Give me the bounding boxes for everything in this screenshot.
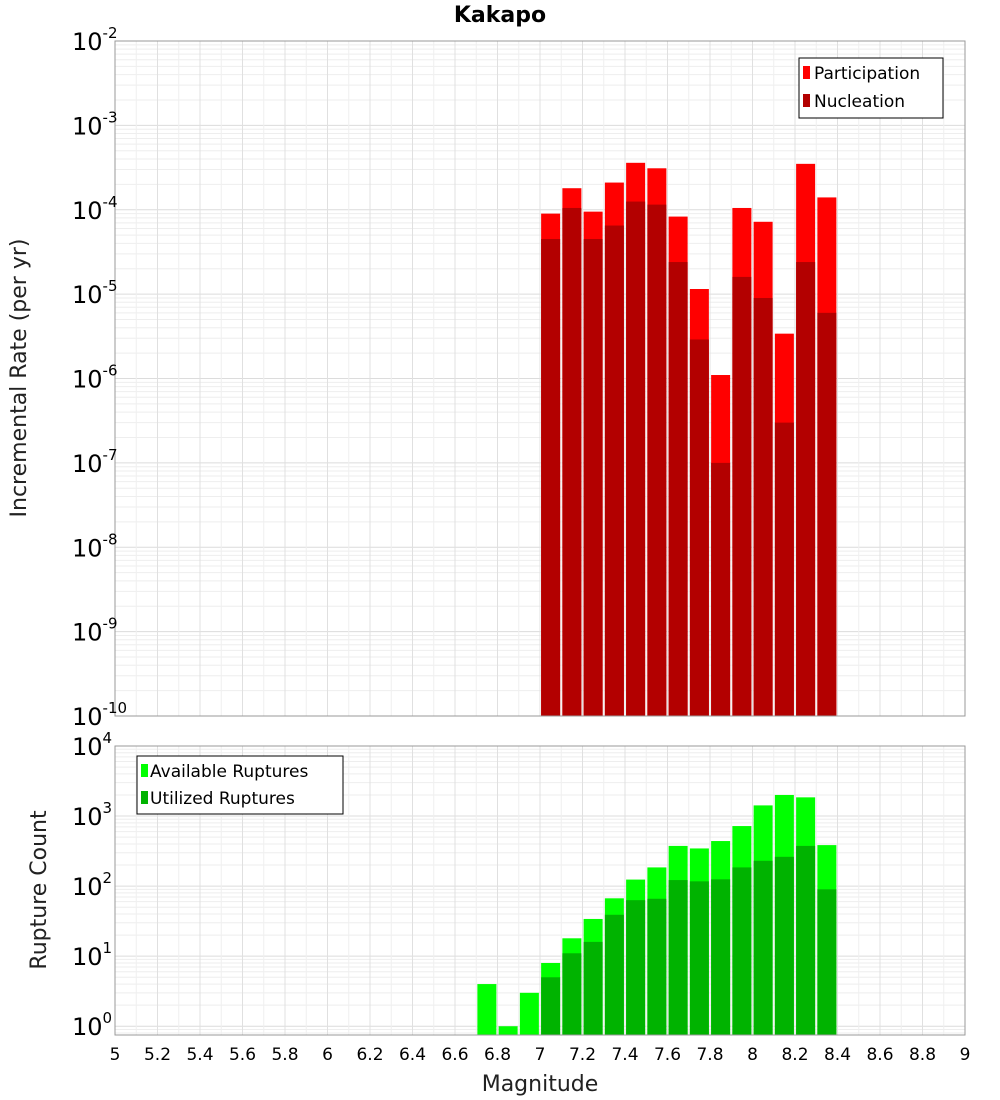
x-tick-label: 8.6 [866,1045,893,1065]
legend-label-utilized: Utilized Ruptures [150,789,295,809]
x-tick-label: 6 [322,1045,333,1065]
utilized-ruptures-bar [626,900,646,1035]
utilized-ruptures-bar [817,889,837,1035]
utilized-ruptures-bar [668,880,688,1035]
rate-legend-box [798,57,944,119]
legend-swatch-nucleation [803,94,810,107]
utilized-ruptures-bar [774,856,794,1035]
rate-y-tick-label: 10-9 [72,615,118,647]
rate-y-tick-label: 10-7 [72,446,118,478]
nucleation-bar [796,262,816,716]
count-y-tick-label: 103 [72,799,112,831]
x-tick-label: 5.2 [144,1045,171,1065]
nucleation-bar [732,276,752,716]
nucleation-bar [668,262,688,716]
x-tick-label: 7.4 [611,1045,638,1065]
count-y-axis-label: Rupture Count [27,810,52,970]
count-panel: 100 101 102 103 104 Rupture Count Available … [27,729,966,1041]
legend-swatch-available [141,764,148,777]
nucleation-bar [647,204,667,717]
legend-label-available: Available Ruptures [150,762,308,782]
chart-title: Kakapo [454,3,546,28]
utilized-ruptures-bar [541,977,561,1035]
rate-y-tick-label: 10-10 [72,699,127,731]
available-ruptures-bar [519,992,539,1035]
x-tick-label: 5 [110,1045,121,1065]
count-plot-frame [114,745,966,1036]
rate-y-tick-label: 10-6 [72,362,118,394]
rate-bars [541,162,837,717]
count-y-ticks: 100 101 102 103 104 [72,729,112,1041]
nucleation-bar [689,339,709,716]
x-tick-label: 5.8 [271,1045,298,1065]
count-y-tick-label: 100 [72,1009,112,1041]
legend-label-nucleation: Nucleation [814,92,905,112]
available-ruptures-bar [477,984,497,1035]
utilized-ruptures-bar [604,914,624,1035]
rate-y-tick-label: 10-2 [72,24,118,56]
rate-grid [114,40,966,717]
nucleation-bar [604,225,624,716]
rate-y-tick-label: 10-3 [72,108,118,140]
utilized-ruptures-bar [689,881,709,1035]
legend-swatch-participation [803,66,810,79]
nucleation-bar [711,462,731,716]
nucleation-bar [562,207,582,716]
x-tick-label: 8.8 [909,1045,936,1065]
x-tick-label: 6.2 [356,1045,383,1065]
x-tick-label: 6.6 [441,1045,468,1065]
utilized-ruptures-bar [562,953,582,1035]
utilized-ruptures-bar [796,845,816,1035]
available-ruptures-bar [498,1026,518,1035]
x-tick-label: 7 [535,1045,546,1065]
rate-y-axis-label: Incremental Rate (per yr) [7,239,32,518]
nucleation-bar [583,239,603,716]
x-tick-label: 7.2 [569,1045,596,1065]
rate-plot-frame [114,40,966,717]
count-bars [477,794,837,1035]
count-y-tick-label: 104 [72,729,112,761]
utilized-ruptures-bar [647,898,667,1035]
x-ticks: 5 5.2 5.4 5.6 5.8 6 6.2 6.4 6.6 6.8 7 7.2 7.4 7.6 7.8 8… [110,1045,971,1065]
rate-y-tick-label: 10-4 [72,193,118,225]
count-y-tick-label: 102 [72,869,112,901]
rate-y-tick-label: 10-8 [72,530,118,562]
legend-swatch-utilized [141,791,148,804]
nucleation-bar [753,297,773,716]
x-tick-label: 5.6 [229,1045,256,1065]
x-tick-label: 6.4 [399,1045,426,1065]
x-tick-label: 6.8 [484,1045,511,1065]
x-tick-label: 5.4 [186,1045,213,1065]
legend-label-participation: Participation [814,64,920,84]
count-legend-box [136,755,344,815]
rate-legend: Participation Nucleation [798,57,944,119]
x-tick-label: 9 [960,1045,971,1065]
count-y-tick-label: 101 [72,939,112,971]
utilized-ruptures-bar [583,941,603,1035]
utilized-ruptures-bar [732,867,752,1035]
x-tick-label: 7.6 [654,1045,681,1065]
nucleation-bar [541,239,561,716]
x-axis-label: Magnitude [482,1072,599,1097]
rate-y-ticks: 10-10 10-9 10-8 10-7 10-6 10-5 10-4 10-3 10-2 [72,24,127,731]
count-legend: Available Ruptures Utilized Ruptures [136,755,344,815]
x-tick-label: 8.2 [781,1045,808,1065]
nucleation-bar [817,312,837,716]
utilized-ruptures-bar [753,860,773,1035]
nucleation-bar [774,422,794,716]
rate-y-tick-label: 10-5 [72,277,118,309]
x-tick-label: 8.4 [824,1045,851,1065]
x-tick-label: 7.8 [696,1045,723,1065]
utilized-ruptures-bar [711,879,731,1035]
rate-panel: 10-10 10-9 10-8 10-7 10-6 10-5 10-4 10-3 10-2 In… [7,24,966,731]
nucleation-bar [626,201,646,716]
x-tick-label: 8 [747,1045,758,1065]
